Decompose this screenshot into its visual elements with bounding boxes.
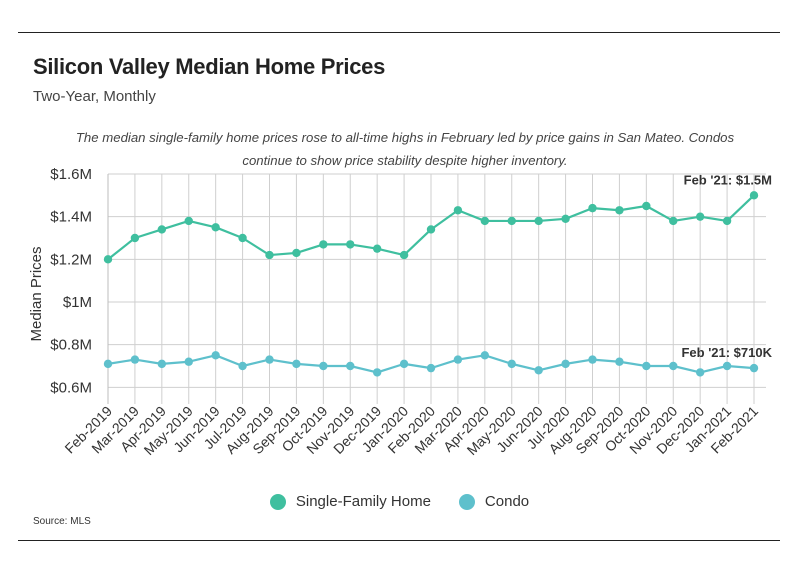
data-point-0-20: [642, 201, 651, 211]
data-point-1-8: [319, 361, 328, 371]
data-point-0-14: [480, 216, 490, 226]
data-point-1-15: [507, 359, 516, 369]
data-point-1-12: [426, 363, 436, 373]
data-point-0-11: [399, 250, 409, 260]
data-point-0-22: [695, 212, 705, 221]
data-point-1-3: [184, 357, 193, 366]
legend-label-condo: Condo: [484, 493, 530, 510]
data-point-1-17: [561, 359, 570, 369]
data-point-0-23: [722, 216, 732, 226]
data-point-0-13: [453, 206, 463, 215]
data-point-1-24: [749, 363, 759, 373]
data-point-0-2: [157, 225, 167, 234]
source-note: Source: MLS: [33, 516, 91, 527]
y-tick-label: $0.8M: [50, 337, 92, 354]
data-point-1-20: [642, 361, 651, 371]
data-point-0-16: [534, 216, 543, 226]
data-point-1-14: [480, 351, 490, 360]
data-point-0-1: [130, 233, 140, 243]
data-point-0-18: [588, 203, 597, 213]
data-point-1-11: [399, 359, 409, 369]
data-point-0-19: [615, 206, 624, 215]
y-axis-title: Median Prices: [28, 246, 45, 341]
data-point-0-9: [346, 240, 355, 249]
legend-item-condo[interactable]: Condo: [458, 493, 530, 510]
data-point-1-7: [292, 359, 301, 369]
data-point-1-21: [669, 361, 678, 371]
data-point-1-5: [238, 361, 247, 371]
data-point-1-18: [588, 355, 597, 364]
top-rule: [18, 32, 780, 33]
data-point-0-12: [426, 225, 436, 234]
annotation-label-1: Feb '21: $710K: [681, 345, 772, 360]
legend-item-single-family[interactable]: Single-Family Home: [269, 493, 431, 510]
data-point-1-4: [211, 351, 220, 360]
data-point-0-17: [561, 214, 570, 223]
chart-subtitle: Two-Year, Monthly: [33, 88, 156, 105]
legend: Single-Family Home Condo: [0, 493, 799, 510]
data-point-1-0: [103, 359, 113, 369]
legend-swatch-single-family: [269, 493, 286, 510]
y-tick-label: $1M: [63, 294, 92, 311]
y-tick-label: $1.4M: [50, 209, 92, 226]
data-point-0-5: [238, 233, 247, 243]
bottom-rule: [18, 540, 780, 541]
data-point-1-1: [130, 355, 140, 364]
data-point-1-10: [372, 368, 382, 377]
data-point-1-13: [453, 355, 463, 364]
data-point-1-16: [534, 366, 543, 375]
data-point-0-10: [372, 244, 382, 253]
data-point-1-22: [695, 368, 705, 377]
data-point-1-2: [157, 359, 167, 369]
data-point-1-19: [615, 357, 624, 366]
legend-swatch-condo: [458, 493, 475, 510]
annotation-label-0: Feb '21: $1.5M: [684, 172, 772, 187]
chart-note: The median single-family home prices ros…: [75, 130, 735, 168]
y-tick-label: $1.2M: [50, 251, 92, 268]
data-point-1-9: [346, 361, 355, 371]
chart-title: Silicon Valley Median Home Prices: [33, 54, 386, 79]
legend-label-single-family: Single-Family Home: [295, 493, 431, 510]
data-point-0-4: [211, 223, 220, 232]
data-point-0-6: [265, 250, 274, 260]
y-tick-label: $1.6M: [50, 166, 92, 183]
data-point-0-0: [103, 255, 113, 264]
data-point-1-6: [265, 355, 274, 364]
data-point-0-3: [184, 216, 193, 226]
data-point-1-23: [722, 361, 732, 371]
y-tick-label: $0.6M: [50, 379, 92, 396]
data-point-0-24: [749, 191, 759, 200]
data-point-0-21: [669, 216, 678, 226]
data-point-0-8: [319, 240, 328, 249]
data-point-0-7: [292, 248, 301, 258]
data-point-0-15: [507, 216, 516, 226]
